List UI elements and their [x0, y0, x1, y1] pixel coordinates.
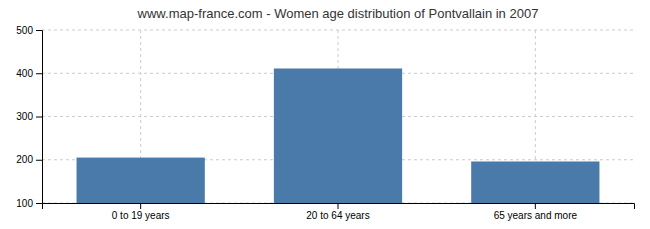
bar: [274, 68, 402, 203]
tick: 20 to 64 years: [306, 203, 369, 221]
tick: 300: [16, 111, 42, 122]
tick-mark: [338, 203, 339, 209]
tick: 0 to 19 years: [112, 203, 170, 221]
y-axis: 100 200 300 400 500: [16, 25, 42, 209]
tick-label: 200: [16, 154, 33, 165]
tick: 100: [16, 198, 42, 209]
tick: 200: [16, 154, 42, 165]
axis-line: [36, 31, 43, 204]
x-axis: 0 to 19 years 20 to 64 years 65 years and …: [43, 203, 635, 221]
tick-label: 500: [16, 25, 33, 36]
tick-mark: [36, 160, 42, 161]
tick-mark: [140, 203, 141, 209]
tick: 400: [16, 68, 42, 79]
tick-label: 400: [16, 68, 33, 79]
tick-label: 20 to 64 years: [306, 210, 369, 221]
tick-label: 100: [16, 198, 33, 209]
plot: 100 200 300 400 500 0 to 19 years 20 to 64 yea…: [16, 25, 634, 229]
tick: 65 years and more: [494, 203, 578, 221]
tick-mark: [36, 30, 42, 31]
axis-line: [43, 204, 635, 210]
tick-label: 300: [16, 111, 33, 122]
chart: www.map-france.com - Women age distribut…: [0, 0, 650, 229]
tick: 500: [16, 25, 42, 36]
bar: [471, 161, 599, 203]
bars: [77, 68, 600, 203]
tick-label: 65 years and more: [494, 210, 578, 221]
tick-mark: [36, 203, 42, 204]
tick-mark: [36, 73, 42, 74]
tick-mark: [36, 117, 42, 118]
bar: [77, 158, 205, 203]
tick-label: 0 to 19 years: [112, 210, 170, 221]
title: www.map-france.com - Women age distribut…: [137, 6, 539, 21]
tick-mark: [535, 203, 536, 209]
